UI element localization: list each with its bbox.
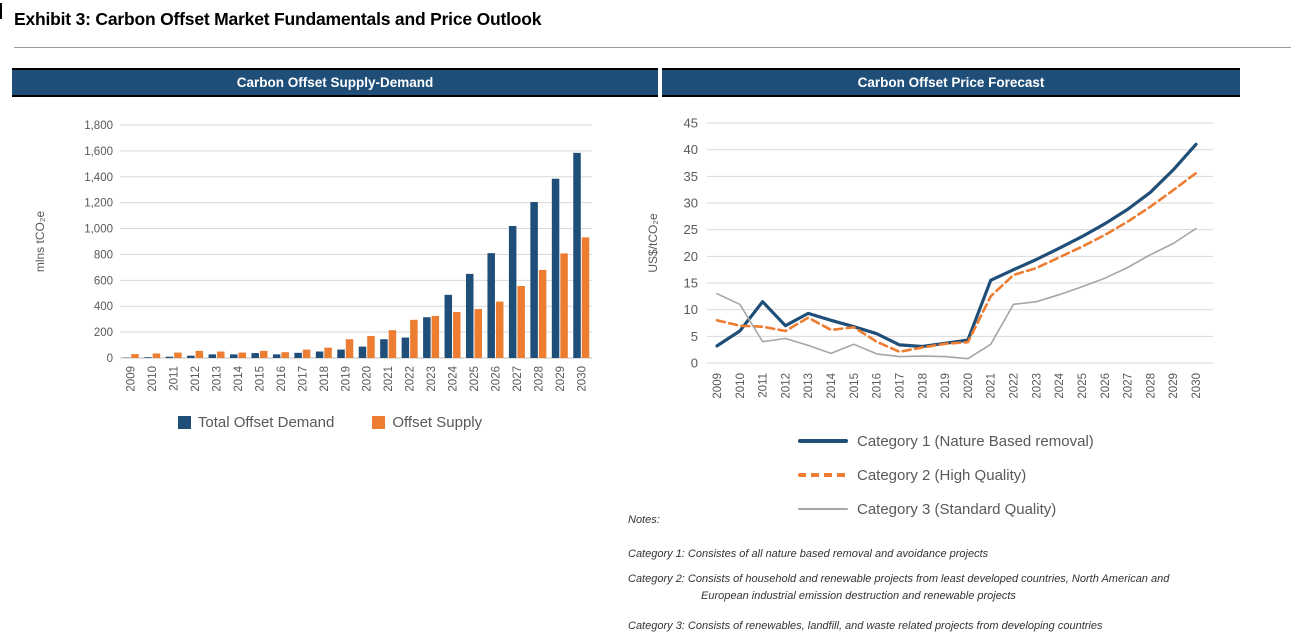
svg-text:2024: 2024 xyxy=(448,365,460,391)
svg-text:25: 25 xyxy=(684,222,698,237)
svg-text:600: 600 xyxy=(94,275,113,287)
svg-text:2025: 2025 xyxy=(469,366,481,392)
svg-text:2020: 2020 xyxy=(362,366,374,392)
svg-text:2020: 2020 xyxy=(963,373,975,399)
note-category-1: Category 1: Consistes of all nature base… xyxy=(628,547,989,560)
svg-text:2028: 2028 xyxy=(1145,373,1157,399)
svg-text:2019: 2019 xyxy=(340,366,352,392)
svg-text:2026: 2026 xyxy=(1100,373,1112,399)
svg-text:1,800: 1,800 xyxy=(84,120,113,132)
svg-text:2016: 2016 xyxy=(872,373,884,399)
svg-text:2017: 2017 xyxy=(297,366,309,392)
svg-text:2018: 2018 xyxy=(319,366,331,392)
svg-text:800: 800 xyxy=(94,249,113,261)
panel-header-price-forecast: Carbon Offset Price Forecast xyxy=(662,68,1240,97)
svg-text:2029: 2029 xyxy=(1168,373,1180,399)
svg-text:2013: 2013 xyxy=(803,373,815,399)
demand-square-icon xyxy=(177,416,191,429)
svg-text:2016: 2016 xyxy=(276,366,288,392)
svg-text:2017: 2017 xyxy=(894,373,906,399)
svg-text:2030: 2030 xyxy=(576,366,588,392)
svg-text:2026: 2026 xyxy=(490,366,502,392)
svg-text:2022: 2022 xyxy=(405,366,417,392)
legend-item-category-1: Category 1 (Nature Based removal) xyxy=(798,424,1094,458)
svg-text:35: 35 xyxy=(684,169,698,184)
svg-text:2009: 2009 xyxy=(126,366,138,392)
legend-label-category3: Category 3 (Standard Quality) xyxy=(857,500,1057,518)
svg-text:2029: 2029 xyxy=(555,366,567,392)
category1-line-icon xyxy=(798,439,848,443)
svg-text:mlns tCO₂e: mlns tCO₂e xyxy=(33,211,47,273)
svg-text:1,000: 1,000 xyxy=(84,224,113,236)
notes-block: Notes: Category 1: Consistes of all natu… xyxy=(628,512,1181,633)
svg-text:200: 200 xyxy=(94,327,113,339)
svg-text:2022: 2022 xyxy=(1009,373,1021,399)
note-category-2: Category 2: Consists of household and re… xyxy=(628,573,1170,602)
svg-text:10: 10 xyxy=(684,302,698,317)
legend-item-total-offset-demand: Total Offset Demand xyxy=(177,414,335,431)
svg-text:2012: 2012 xyxy=(780,373,792,399)
svg-text:2011: 2011 xyxy=(758,373,770,398)
legend-label-category1: Category 1 (Nature Based removal) xyxy=(857,432,1094,450)
price-forecast-legend: Category 1 (Nature Based removal) Catego… xyxy=(798,424,1094,526)
svg-text:40: 40 xyxy=(684,142,698,157)
legend-item-offset-supply: Offset Supply xyxy=(372,414,482,431)
svg-text:2013: 2013 xyxy=(212,366,224,392)
supply-demand-legend: Total Offset Demand Offset Supply xyxy=(30,414,630,431)
svg-text:400: 400 xyxy=(94,301,113,313)
category3-line-icon xyxy=(798,508,848,510)
svg-text:2015: 2015 xyxy=(849,373,861,399)
svg-text:2023: 2023 xyxy=(426,366,438,392)
svg-text:2030: 2030 xyxy=(1191,373,1203,399)
svg-text:2025: 2025 xyxy=(1077,373,1089,399)
notes-heading: Notes: xyxy=(628,514,660,526)
legend-item-category-2: Category 2 (High Quality) xyxy=(798,458,1094,492)
svg-text:2010: 2010 xyxy=(735,373,747,399)
legend-item-category-3: Category 3 (Standard Quality) xyxy=(798,492,1094,526)
svg-text:1,200: 1,200 xyxy=(84,198,113,210)
page-edge-mark xyxy=(0,3,2,19)
svg-text:2024: 2024 xyxy=(1054,372,1066,398)
svg-text:2014: 2014 xyxy=(233,365,245,391)
svg-text:0: 0 xyxy=(691,356,698,371)
panel-header-band: Carbon Offset Supply-Demand Carbon Offse… xyxy=(12,68,1240,97)
svg-text:1,400: 1,400 xyxy=(84,172,113,184)
note-category-3: Category 3: Consists of renewables, land… xyxy=(628,620,1103,632)
legend-label-supply: Offset Supply xyxy=(392,414,483,431)
svg-text:45: 45 xyxy=(684,116,698,131)
page-title: Exhibit 3: Carbon Offset Market Fundamen… xyxy=(14,9,542,29)
svg-text:2027: 2027 xyxy=(1123,373,1135,399)
svg-text:2027: 2027 xyxy=(512,366,524,392)
category2-dashed-line-icon xyxy=(798,473,848,477)
svg-text:US$/tCO₂e: US$/tCO₂e xyxy=(646,213,660,273)
svg-text:2021: 2021 xyxy=(383,366,395,392)
legend-label-demand: Total Offset Demand xyxy=(197,414,335,431)
svg-text:2009: 2009 xyxy=(712,373,724,399)
svg-text:2018: 2018 xyxy=(917,373,929,399)
svg-text:30: 30 xyxy=(684,196,698,211)
svg-text:2012: 2012 xyxy=(190,366,202,392)
svg-text:2010: 2010 xyxy=(147,366,159,392)
title-divider xyxy=(14,47,1291,48)
svg-text:2028: 2028 xyxy=(533,366,545,392)
svg-text:2023: 2023 xyxy=(1031,373,1043,399)
supply-demand-bar-chart: 0 200 400 600 800 1,000 1,200 1,400 1,600 1,800 ml… xyxy=(33,120,592,392)
svg-text:15: 15 xyxy=(684,276,698,291)
svg-text:20: 20 xyxy=(684,249,698,264)
svg-text:2021: 2021 xyxy=(986,373,998,399)
svg-text:2011: 2011 xyxy=(169,366,181,391)
svg-text:2015: 2015 xyxy=(254,366,266,392)
legend-label-category2: Category 2 (High Quality) xyxy=(857,466,1027,484)
supply-square-icon xyxy=(372,416,386,429)
svg-text:1,600: 1,600 xyxy=(84,146,113,158)
svg-text:2019: 2019 xyxy=(940,373,952,399)
svg-text:2014: 2014 xyxy=(826,372,838,398)
svg-text:5: 5 xyxy=(691,329,698,344)
panel-header-supply-demand: Carbon Offset Supply-Demand xyxy=(12,68,658,97)
svg-text:0: 0 xyxy=(107,353,113,365)
